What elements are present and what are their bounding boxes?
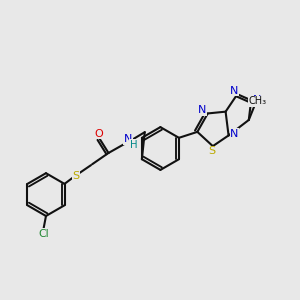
Text: N: N [230, 86, 239, 96]
Text: N: N [124, 134, 132, 144]
Text: H: H [130, 140, 137, 150]
Text: S: S [72, 171, 80, 181]
Text: S: S [208, 146, 215, 157]
Text: O: O [94, 129, 103, 139]
Text: CH₃: CH₃ [248, 96, 266, 106]
Text: Cl: Cl [38, 229, 49, 239]
Text: N: N [230, 129, 239, 139]
Text: N: N [198, 106, 206, 116]
Text: N: N [253, 95, 261, 105]
